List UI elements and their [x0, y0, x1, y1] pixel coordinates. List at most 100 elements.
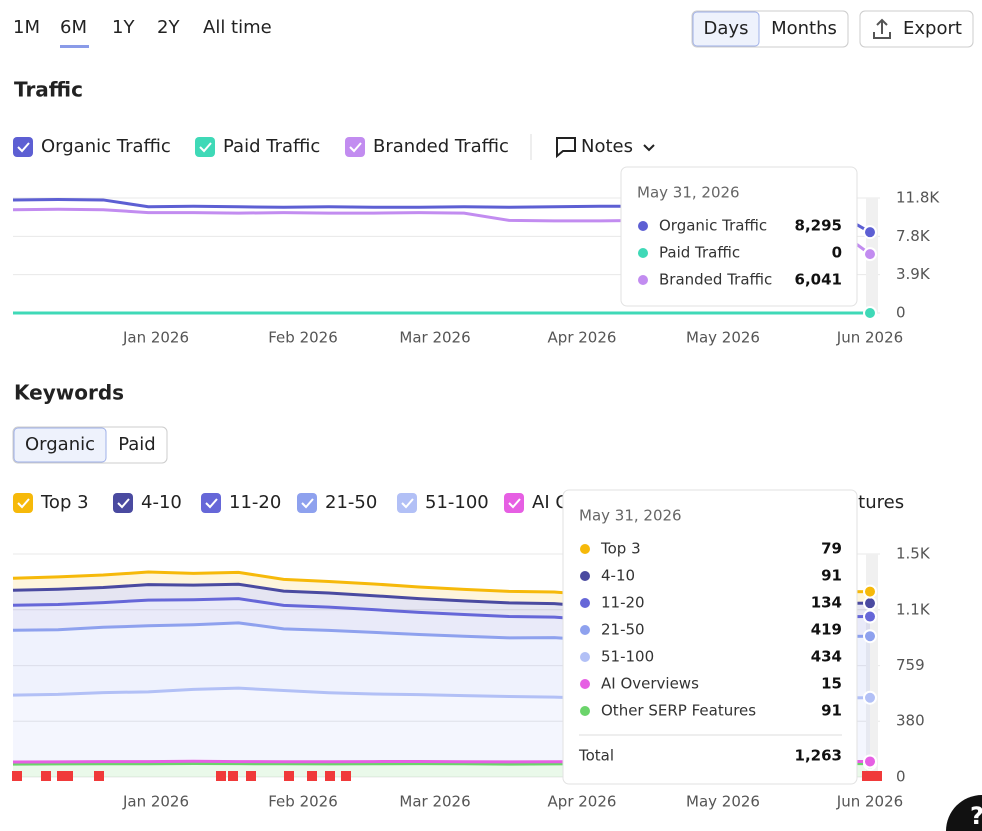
tooltip-value: 434	[811, 648, 842, 666]
hover-dot	[863, 609, 877, 624]
base: 1M 6M 1Y 2Y All time	[13, 17, 272, 48]
tooltip-label: 21-50	[601, 621, 645, 639]
tooltip-value: 419	[811, 621, 842, 639]
tooltip-label: 51-100	[601, 648, 654, 666]
legend-label[interactable]: Branded Traffic	[373, 136, 509, 157]
tooltip-label: 4-10	[601, 567, 635, 585]
tooltip-label: Organic Traffic	[659, 217, 767, 235]
y-tick-label: 1.5K	[896, 545, 931, 563]
hover-dot	[863, 629, 877, 644]
legend-label[interactable]: 21-50	[325, 492, 377, 513]
section-title: Keywords	[14, 381, 124, 405]
note-flag[interactable]	[94, 771, 104, 781]
checkbox[interactable]	[201, 493, 221, 513]
note-flag[interactable]	[216, 771, 226, 781]
tooltip-value: 15	[821, 675, 842, 693]
check	[301, 498, 314, 509]
note-flag[interactable]	[41, 771, 51, 781]
note-flag[interactable]	[63, 771, 73, 781]
x-tick-label: Apr 2026	[548, 329, 617, 347]
range-tab[interactable]: 1M	[13, 17, 40, 38]
export-button[interactable]: Export	[903, 18, 962, 39]
checkbox[interactable]	[297, 493, 317, 513]
days-button[interactable]: Days	[704, 18, 749, 39]
hover-dot	[863, 247, 877, 262]
tooltip-value: 91	[821, 702, 842, 720]
check	[17, 142, 30, 153]
x-tick-label: May 2026	[686, 329, 760, 347]
tooltip-label: 11-20	[601, 594, 645, 612]
check	[117, 498, 130, 509]
legend-label[interactable]: 11-20	[229, 492, 281, 513]
x-tick-label: Jun 2026	[836, 793, 903, 811]
tooltip-dot	[580, 571, 590, 581]
tooltip-value: 8,295	[795, 217, 842, 235]
tab[interactable]: Paid	[118, 434, 156, 455]
x-tick-label: May 2026	[686, 793, 760, 811]
legend-label[interactable]: Organic Traffic	[41, 136, 171, 157]
tooltip-dot	[580, 625, 590, 635]
y-tick-label: 0	[896, 768, 906, 786]
help-button[interactable]	[946, 795, 982, 831]
legend-label[interactable]: 4-10	[141, 492, 182, 513]
checkbox[interactable]	[13, 493, 33, 513]
tooltip-dot	[580, 544, 590, 554]
range-tab[interactable]: All time	[203, 17, 272, 38]
export-icon	[873, 18, 891, 39]
note-flag[interactable]	[57, 771, 67, 781]
check	[17, 498, 30, 509]
x-tick-label: Feb 2026	[268, 793, 338, 811]
hover-dot	[863, 306, 877, 320]
check	[508, 498, 521, 509]
tooltip-label: Paid Traffic	[659, 244, 740, 262]
hover-dot	[863, 754, 877, 769]
hover-dot	[863, 690, 877, 705]
checkbox[interactable]	[13, 137, 33, 157]
note-flag[interactable]	[325, 771, 335, 781]
tooltip-value: 134	[811, 594, 842, 612]
chevron	[643, 144, 655, 152]
tooltip-dot	[638, 221, 648, 231]
y-tick-label: 0	[896, 304, 906, 322]
checkbox[interactable]	[504, 493, 524, 513]
note-flag[interactable]	[12, 771, 22, 781]
note-flag[interactable]	[246, 771, 256, 781]
x-tick-label: Feb 2026	[268, 329, 338, 347]
tooltip	[562, 489, 858, 785]
note-flag[interactable]	[341, 771, 351, 781]
tooltip	[620, 166, 858, 307]
y-tick-label: 7.8K	[896, 227, 931, 245]
range-tab[interactable]: 2Y	[157, 17, 180, 38]
tooltip-label: AI Overviews	[601, 675, 699, 693]
tab[interactable]: Organic	[25, 434, 95, 455]
tooltip-dot	[580, 598, 590, 608]
legend-label[interactable]: Top 3	[40, 492, 89, 513]
legend-label[interactable]: Paid Traffic	[223, 136, 320, 157]
note-flag[interactable]	[307, 771, 317, 781]
check	[205, 498, 218, 509]
months-button[interactable]: Months	[771, 18, 837, 39]
tooltip-dot	[580, 679, 590, 689]
note-flag[interactable]	[228, 771, 238, 781]
help-label: ?	[970, 802, 982, 830]
x-tick-label: Jun 2026	[836, 329, 903, 347]
y-tick-label: 380	[896, 712, 925, 730]
checkbox[interactable]	[345, 137, 365, 157]
notes-button[interactable]: Notes	[581, 136, 633, 157]
range-tab[interactable]: 6M	[60, 17, 87, 38]
checkbox[interactable]	[397, 493, 417, 513]
checkbox[interactable]	[195, 137, 215, 157]
section-title: Traffic	[14, 78, 83, 102]
range-tab[interactable]: 1Y	[112, 17, 135, 38]
tooltip-date: May 31, 2026	[637, 184, 740, 202]
note-flag[interactable]	[862, 771, 872, 781]
tooltip-dot	[638, 275, 648, 285]
tooltip-value: 91	[821, 567, 842, 585]
note-flag[interactable]	[872, 771, 882, 781]
tooltip-value: 0	[832, 244, 842, 262]
note-flag[interactable]	[284, 771, 294, 781]
legend-label[interactable]: 51-100	[425, 492, 489, 513]
checkbox[interactable]	[113, 493, 133, 513]
tab-active	[13, 427, 107, 463]
